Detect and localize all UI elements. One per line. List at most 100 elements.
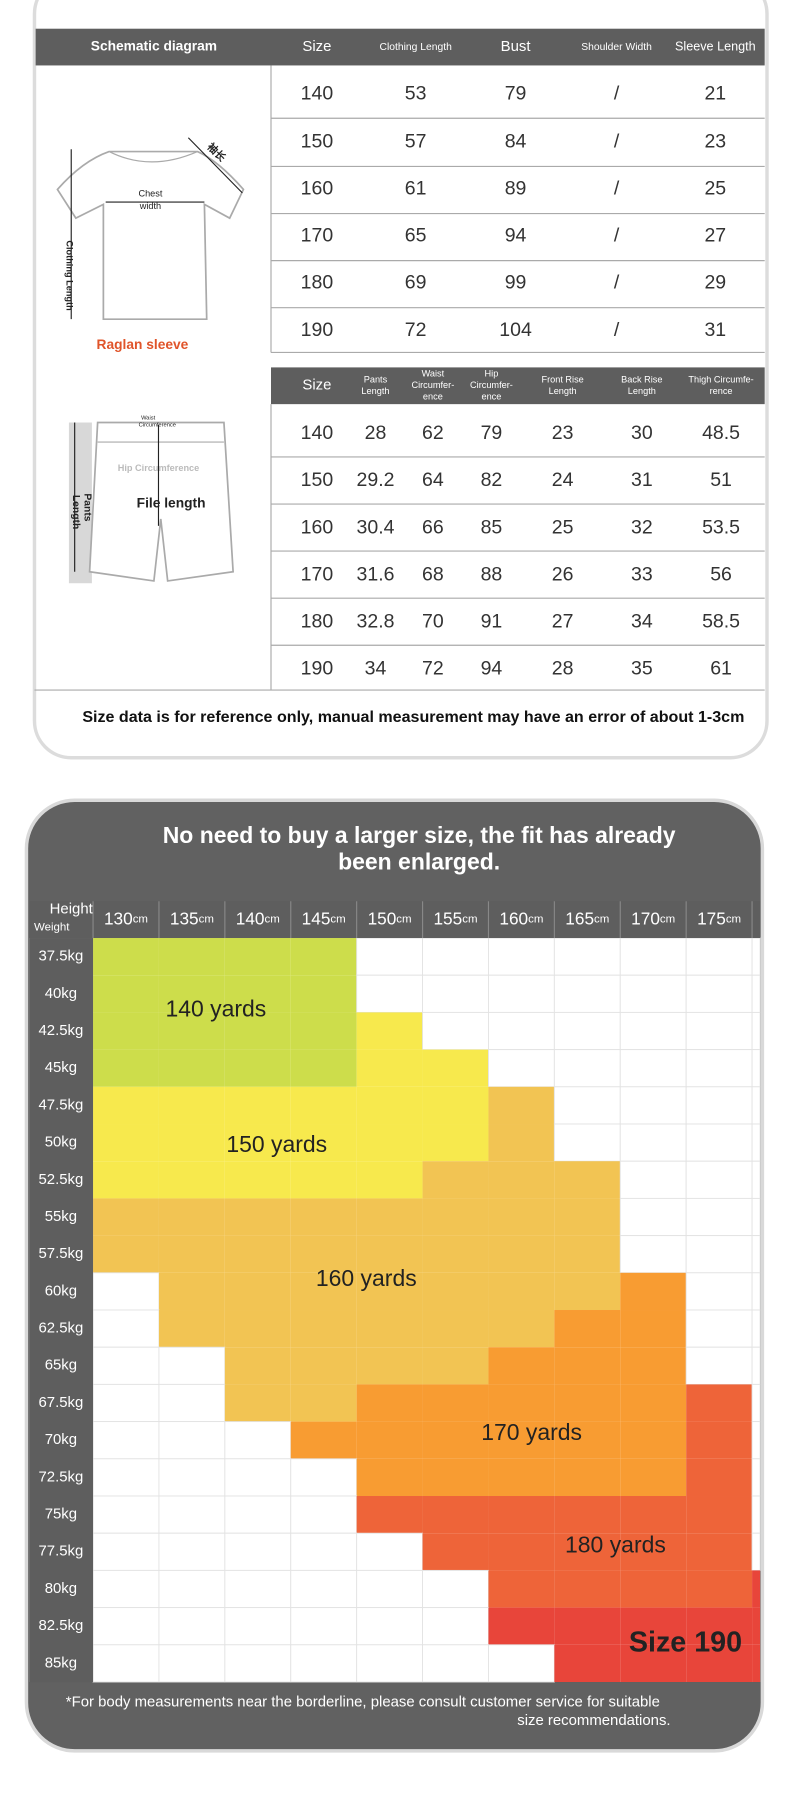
height-value: 155 <box>433 908 462 928</box>
size-cell <box>620 1570 687 1608</box>
size-cell <box>92 1421 160 1460</box>
size-cell <box>487 1644 555 1683</box>
size-cell <box>422 1235 489 1273</box>
height-label: 150cm <box>368 908 412 928</box>
height-unit: cm <box>462 914 477 926</box>
size-cell <box>290 938 357 976</box>
table-cell: 31 <box>631 469 653 491</box>
size-cell <box>158 1607 226 1646</box>
size-cell <box>158 1346 226 1385</box>
size-cell <box>751 1086 761 1125</box>
size-cell <box>224 1607 292 1646</box>
weight-label: 52.5kg <box>39 1171 84 1188</box>
size-cell <box>92 1309 160 1348</box>
size-cell <box>224 1347 291 1385</box>
table-cell: 65 <box>405 225 427 247</box>
size-cell <box>290 1458 358 1497</box>
size-cell <box>554 1347 621 1385</box>
size-cell <box>751 1495 761 1534</box>
size-cell <box>158 975 225 1013</box>
size-cell <box>158 1235 225 1273</box>
size-cell <box>290 975 357 1013</box>
size-cell <box>554 1272 621 1311</box>
size-cell <box>554 1310 621 1348</box>
table-cell: 89 <box>505 178 527 200</box>
weight-column <box>29 938 94 1683</box>
size-cell <box>553 1123 621 1162</box>
table-header: Front Rise <box>541 374 583 384</box>
table-header: Size <box>302 377 331 394</box>
size-cell <box>751 1458 761 1497</box>
table-cell: 68 <box>422 563 444 585</box>
height-value: 160 <box>499 908 528 928</box>
table-cell: 150 <box>301 131 334 153</box>
zone-label: 180 yards <box>565 1532 666 1558</box>
table-cell: 104 <box>499 319 532 341</box>
size-cell <box>620 1458 687 1497</box>
table-cell: 72 <box>405 319 427 341</box>
size-cell <box>158 1161 225 1199</box>
size-cell <box>488 1310 555 1348</box>
size-cell <box>751 1123 761 1162</box>
size-cell <box>685 1160 753 1199</box>
size-cell <box>422 1086 489 1125</box>
height-unit: cm <box>265 914 280 926</box>
size-cell <box>422 1458 489 1497</box>
size-cell <box>686 1458 753 1497</box>
table-cell: 69 <box>405 272 427 294</box>
size-cell <box>224 1235 291 1273</box>
size-cell <box>290 1607 358 1646</box>
size-cell <box>224 1458 292 1497</box>
height-label: 155cm <box>433 908 477 928</box>
size-cell <box>92 1607 160 1646</box>
height-label: 145cm <box>302 908 346 928</box>
size-cell <box>158 1383 226 1423</box>
size-cell <box>554 1161 621 1199</box>
weight-label: 60kg <box>45 1282 77 1299</box>
size-cell <box>93 1124 159 1162</box>
size-cell <box>488 1198 555 1236</box>
size-cell <box>554 1607 621 1645</box>
size-cell <box>554 1235 621 1273</box>
table-cell: 29.2 <box>357 469 395 491</box>
diagram-label: Chest <box>138 188 162 198</box>
table-cell: 190 <box>301 658 334 680</box>
diagram-caption: Raglan sleeve <box>96 337 188 352</box>
table-header: Pants <box>364 374 388 384</box>
size-cell <box>554 1458 621 1497</box>
height-value: 165 <box>565 908 594 928</box>
size-cell <box>554 1384 621 1422</box>
table-cell: 27 <box>704 225 726 247</box>
size-cell <box>356 1384 423 1422</box>
size-cell <box>685 1086 753 1125</box>
size-cell <box>158 1049 225 1087</box>
table-header: Shoulder Width <box>581 42 652 53</box>
diagram-label: Circumference <box>139 422 176 428</box>
table-cell: 79 <box>505 82 527 104</box>
size-cell <box>224 1569 292 1609</box>
size-cell <box>620 1421 687 1459</box>
table-cell: 91 <box>481 610 503 632</box>
height-value: 130 <box>104 908 133 928</box>
size-grid <box>29 901 761 1683</box>
chart-title: been enlarged. <box>338 848 500 874</box>
weight-label: 82.5kg <box>39 1617 84 1634</box>
size-cell <box>488 1235 555 1273</box>
table-cell: / <box>614 319 620 341</box>
height-unit: cm <box>726 914 741 926</box>
size-cell <box>356 1049 423 1087</box>
size-cell <box>422 1421 489 1459</box>
table-cell: 84 <box>505 131 527 153</box>
table-cell: 94 <box>481 658 503 680</box>
size-cell <box>686 1570 753 1608</box>
table-cell: / <box>614 82 620 104</box>
table-cell: 62 <box>422 422 444 444</box>
size-cell <box>422 1384 489 1422</box>
size-cell <box>751 1532 761 1571</box>
size-cell <box>422 1124 489 1162</box>
table-header: Sleeve Length <box>675 39 756 53</box>
size-cell <box>356 1012 423 1050</box>
size-cell <box>554 1644 621 1683</box>
size-cell <box>751 1197 761 1237</box>
size-cell <box>422 1272 489 1311</box>
